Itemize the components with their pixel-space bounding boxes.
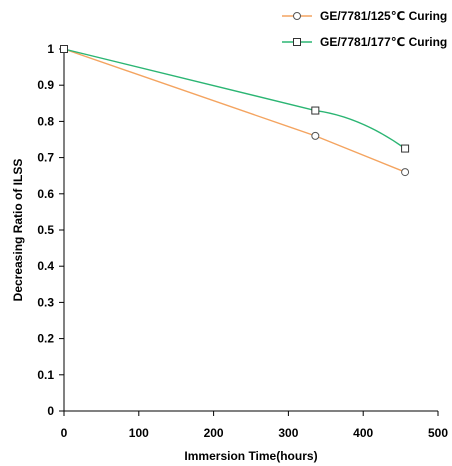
y-tick-label: 1 (47, 42, 54, 56)
y-tick-label: 0.1 (37, 368, 54, 382)
series-layer (60, 45, 410, 177)
x-tick-label: 0 (61, 426, 68, 440)
y-axis-title: Decreasing Ratio of ILSS (11, 159, 25, 302)
y-tick-label: 0.2 (37, 332, 54, 346)
legend-label: GE/7781/177℃ Curing (320, 35, 447, 49)
legend-marker (293, 12, 301, 20)
legend-item-1: GE/7781/125℃ Curing (282, 9, 447, 23)
x-tick-label: 500 (428, 426, 448, 440)
y-tick-label: 0.3 (37, 295, 54, 309)
y-tick-label: 0.8 (37, 114, 54, 128)
data-point (60, 45, 68, 53)
data-point (401, 168, 410, 177)
y-tick-label: 0.9 (37, 78, 54, 92)
legend: GE/7781/125℃ Curing GE/7781/177℃ Curing (282, 9, 447, 49)
x-tick-label: 300 (278, 426, 298, 440)
series-1 (60, 45, 410, 177)
y-tick-label: 0.4 (37, 259, 54, 273)
y-tick-label: 0.7 (37, 151, 54, 165)
axes: 0 0.1 0.2 0.3 0.4 0.5 0.6 0.7 0.8 0.9 1 0 100 200 300 4… (37, 42, 448, 440)
series-line (63, 48, 406, 150)
data-point (401, 144, 410, 153)
legend-item-2: GE/7781/177℃ Curing (282, 35, 447, 49)
x-axis-title: Immersion Time(hours) (184, 449, 317, 463)
x-tick-label: 400 (353, 426, 373, 440)
data-point (311, 106, 320, 115)
series-line (63, 48, 406, 173)
legend-marker (293, 38, 301, 46)
series-2 (60, 45, 410, 153)
data-point (311, 131, 320, 140)
x-tick-label: 200 (204, 426, 224, 440)
y-tick-label: 0.6 (37, 187, 54, 201)
x-tick-label: 100 (129, 426, 149, 440)
y-tick-label: 0.5 (37, 223, 54, 237)
legend-label: GE/7781/125℃ Curing (320, 9, 447, 23)
y-tick-label: 0 (47, 404, 54, 418)
